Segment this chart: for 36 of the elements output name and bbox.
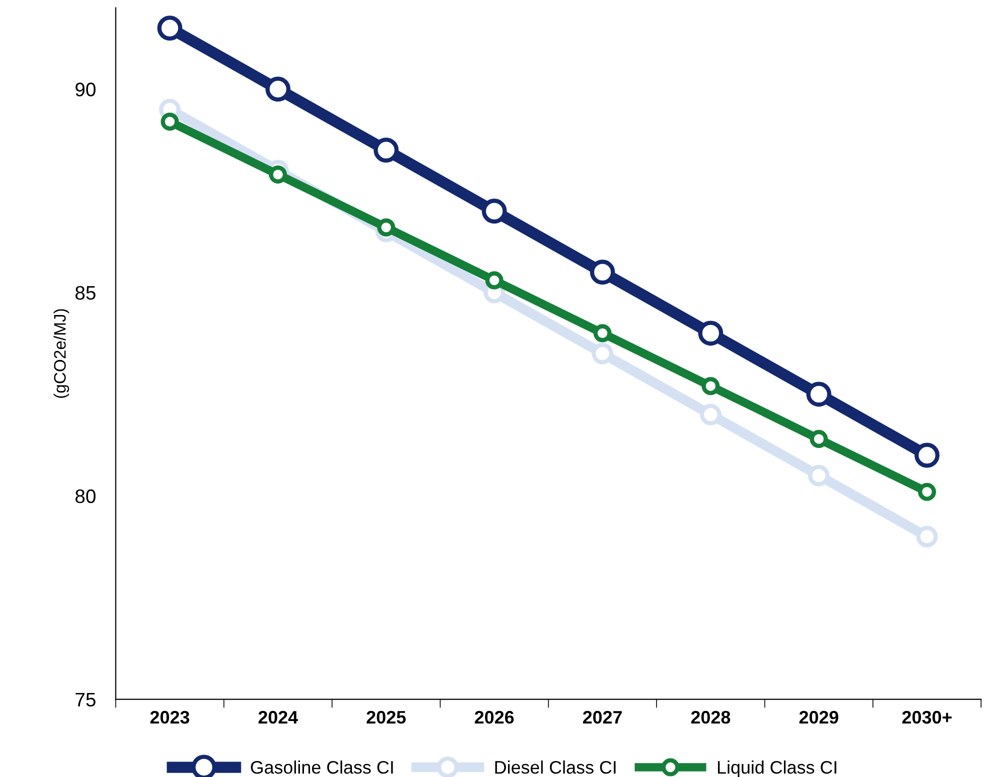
x-tick-label: 2027 [583,710,622,724]
x-tick-label: 2023 [150,710,190,724]
point [808,464,830,486]
point [374,138,399,163]
point [916,526,938,548]
point [810,430,828,448]
x-tick-label: 2028 [691,710,730,724]
point [157,16,182,41]
y-tick-label: 85 [75,286,96,300]
point [268,166,287,184]
point [918,482,936,501]
y-axis-title: (gCO2e/MJ) [54,309,70,398]
x-tick-label: 2025 [366,710,406,724]
x-tick-label: 2026 [474,710,514,724]
y-tick-label: 90 [76,82,96,96]
point [698,320,724,346]
point [702,377,720,396]
point [700,404,722,426]
point [592,342,614,364]
point [590,260,615,285]
x-tick-label: 2029 [799,710,838,724]
x-tick-label: 2030+ [902,710,952,724]
point [914,442,940,468]
x-tick-label: 2024 [258,710,298,724]
point [377,218,396,236]
point [160,112,179,131]
point [806,382,832,407]
legend-label: Diesel Class CI [495,760,616,774]
point [593,324,612,342]
legend-label: Liquid Class CI [718,760,836,777]
point [485,271,504,290]
point [265,76,290,102]
y-tick-label: 75 [76,692,96,707]
point [482,198,507,224]
legend-label: Gasoline Class CI [250,760,393,774]
y-tick-label: 80 [75,489,96,504]
